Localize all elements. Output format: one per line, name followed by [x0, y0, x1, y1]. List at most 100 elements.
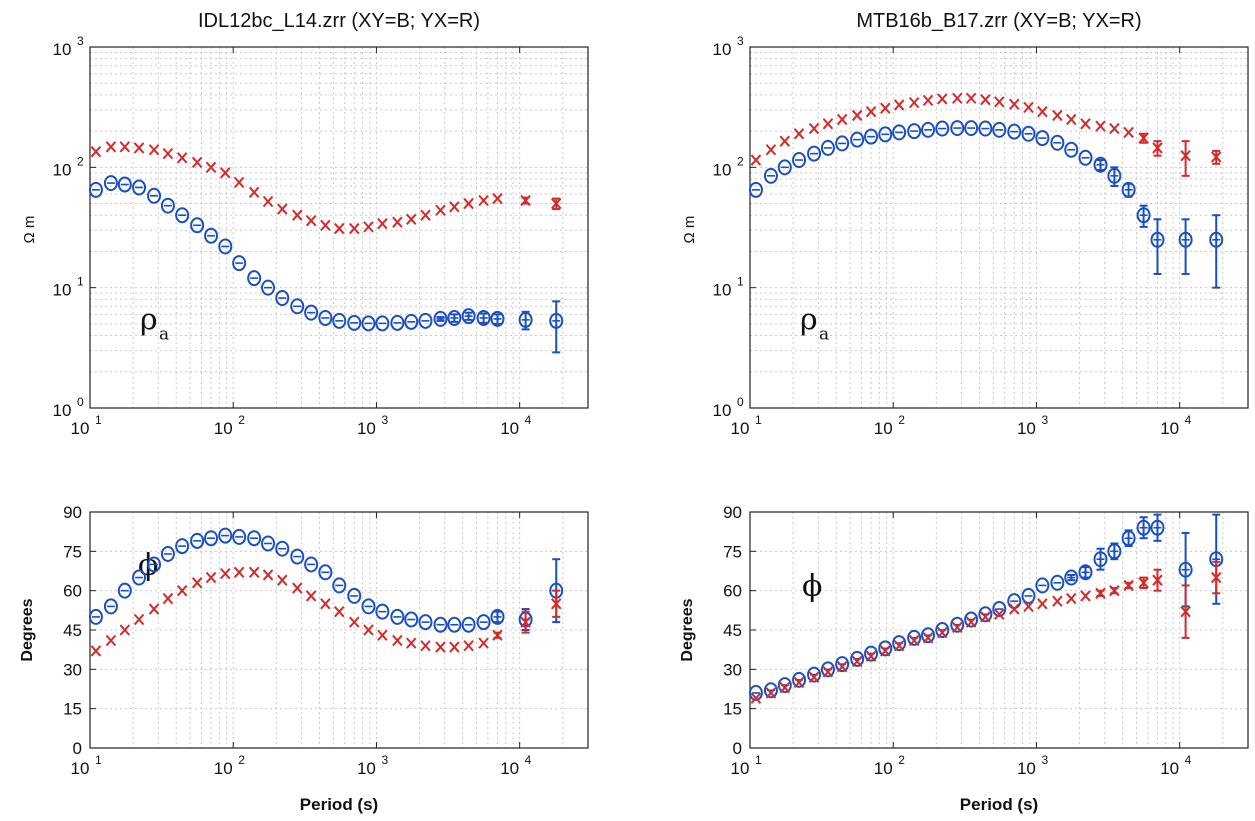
data-point: [277, 203, 288, 215]
data-point: [1050, 134, 1065, 151]
data-point: [1035, 130, 1050, 147]
y-tick-label: 75: [723, 542, 742, 561]
x-tick-label: 10 2: [874, 413, 905, 438]
data-point: [435, 641, 446, 653]
data-point: [1178, 231, 1193, 248]
data-point: [176, 152, 188, 164]
x-tick-label: 10 1: [731, 413, 762, 438]
data-point: [1021, 587, 1036, 604]
data-point: [1209, 231, 1224, 248]
data-point: [420, 209, 431, 221]
data-point: [119, 141, 131, 153]
svg-text:10: 10: [1160, 759, 1179, 778]
data-point: [390, 608, 405, 625]
y-tick-label: 10 1: [53, 275, 84, 300]
y-tick-label: 10 2: [53, 154, 84, 179]
data-point: [318, 309, 333, 326]
svg-text:10: 10: [713, 160, 732, 179]
series-blue: [748, 513, 1224, 701]
data-point: [907, 123, 922, 140]
series-blue: [88, 527, 564, 633]
data-point: [822, 666, 834, 678]
data-point: [320, 219, 331, 231]
data-point: [1123, 126, 1134, 139]
data-point: [220, 167, 231, 179]
x-tick-label: 10 4: [500, 413, 531, 438]
data-point: [447, 616, 462, 633]
data-point: [878, 126, 893, 143]
data-point: [1121, 181, 1136, 198]
data-point: [978, 120, 993, 137]
data-point: [950, 120, 965, 137]
data-point: [232, 528, 247, 545]
svg-text:10: 10: [1017, 419, 1036, 438]
data-point: [248, 566, 260, 578]
svg-text:10: 10: [214, 419, 233, 438]
data-point: [103, 175, 118, 192]
data-point: [1178, 561, 1193, 578]
data-point: [463, 640, 474, 652]
data-point: [880, 645, 891, 657]
y-tick-label: 90: [63, 503, 82, 522]
data-point: [447, 309, 462, 326]
data-point: [550, 197, 562, 210]
data-point: [305, 215, 317, 227]
data-point: [520, 616, 531, 628]
data-point: [1037, 598, 1048, 610]
svg-text:10: 10: [53, 160, 72, 179]
y-tick-label: 10 3: [713, 34, 744, 59]
data-point: [1023, 600, 1034, 613]
x-tick-label: 10 1: [731, 753, 762, 778]
data-point: [1009, 98, 1020, 110]
tick-marks: [89, 47, 521, 408]
data-point: [318, 564, 333, 581]
svg-text:10: 10: [53, 281, 72, 300]
x-tick-label: 10 4: [1160, 413, 1191, 438]
data-point: [935, 120, 950, 137]
data-point: [105, 141, 117, 153]
data-point: [1152, 142, 1163, 154]
chart-panel-1: 10 1 10 2 10 3 10 4 10 0 10 1 10 2 10 3 IDL12bc_L14.zrr …: [21, 10, 589, 438]
svg-text:3: 3: [381, 413, 388, 427]
data-point: [363, 221, 374, 233]
data-point: [162, 592, 174, 605]
data-point: [205, 571, 217, 584]
data-point: [892, 124, 907, 141]
data-point: [461, 616, 476, 633]
svg-text:ρ: ρ: [800, 302, 818, 337]
grid-lines: [89, 512, 589, 748]
data-point: [449, 201, 460, 213]
data-point: [779, 135, 791, 147]
y-tick-label: 10 0: [713, 395, 744, 420]
data-point: [779, 682, 791, 694]
tick-marks: [749, 47, 1181, 408]
data-point: [490, 310, 505, 327]
y-tick-label: 30: [723, 660, 742, 679]
data-point: [119, 624, 131, 636]
data-point: [765, 144, 777, 156]
data-point: [865, 650, 877, 662]
data-point: [965, 616, 977, 628]
data-point: [1023, 101, 1034, 114]
data-point: [361, 315, 376, 332]
data-point: [1035, 577, 1050, 594]
data-point: [1050, 574, 1065, 591]
data-point: [404, 611, 419, 628]
data-point: [1007, 123, 1022, 140]
svg-text:10: 10: [500, 759, 519, 778]
data-point: [347, 314, 362, 331]
data-point: [922, 632, 934, 644]
svg-text:1: 1: [737, 275, 744, 289]
svg-text:10: 10: [357, 419, 376, 438]
svg-text:10: 10: [500, 419, 519, 438]
data-point: [518, 311, 533, 328]
data-point: [1180, 605, 1191, 618]
data-point: [921, 121, 936, 138]
data-point: [750, 154, 762, 166]
data-point: [492, 192, 503, 205]
data-point: [233, 566, 245, 578]
data-point: [190, 217, 205, 234]
x-tick-label: 10 1: [71, 413, 102, 438]
